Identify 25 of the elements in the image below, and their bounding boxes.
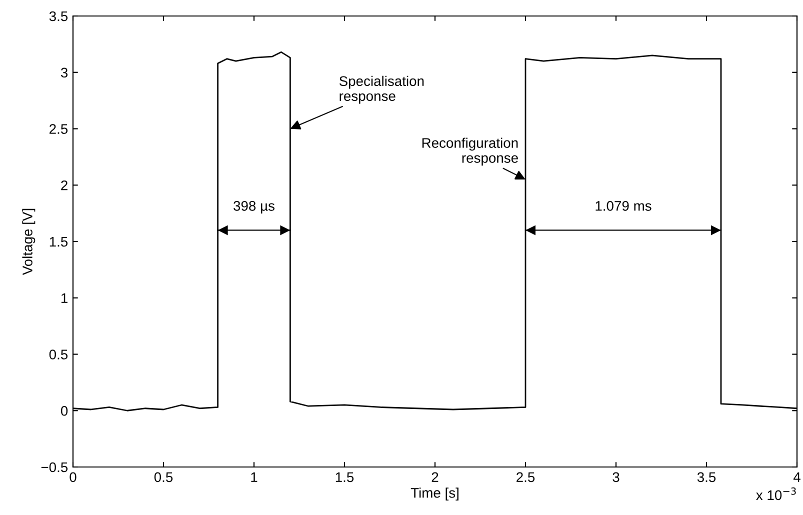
x-tick-label: 0.5: [154, 472, 173, 482]
y-tick-label: 3.5: [49, 11, 68, 22]
y-tick-label: 3: [60, 68, 68, 78]
x-tick-label: 1.5: [336, 472, 354, 482]
y-tick-label: 0.5: [49, 350, 68, 360]
y-axis-title: Voltage [V]: [22, 208, 36, 276]
x-tick-label: 1: [251, 472, 258, 482]
y-tick-label: 1.5: [50, 236, 68, 247]
y-tick-label: 2.5: [50, 124, 68, 134]
x-tick-label: 2: [432, 472, 438, 482]
annotation: Reconfiguration response: [422, 138, 518, 166]
y-tick-label: 2: [61, 180, 68, 190]
annotation: 398 µs: [234, 200, 274, 214]
annotation: Specialisation response: [339, 76, 424, 104]
y-tick-label: 1: [61, 293, 68, 303]
y-tick-label: 0: [60, 406, 68, 416]
x-tick-label: 0: [70, 472, 76, 482]
x-tick-label: 2.5: [516, 472, 535, 482]
x-tick-label: 3: [612, 472, 620, 482]
annotation: 1.079 ms: [596, 200, 652, 211]
y-tick-label: −0.5: [41, 462, 68, 472]
x-axis-title: Time [s]: [410, 488, 458, 501]
text: x 10$^{−3}$: [756, 487, 796, 500]
x-tick-label: 3.5: [697, 472, 716, 482]
x-tick-label: 4: [793, 472, 800, 482]
